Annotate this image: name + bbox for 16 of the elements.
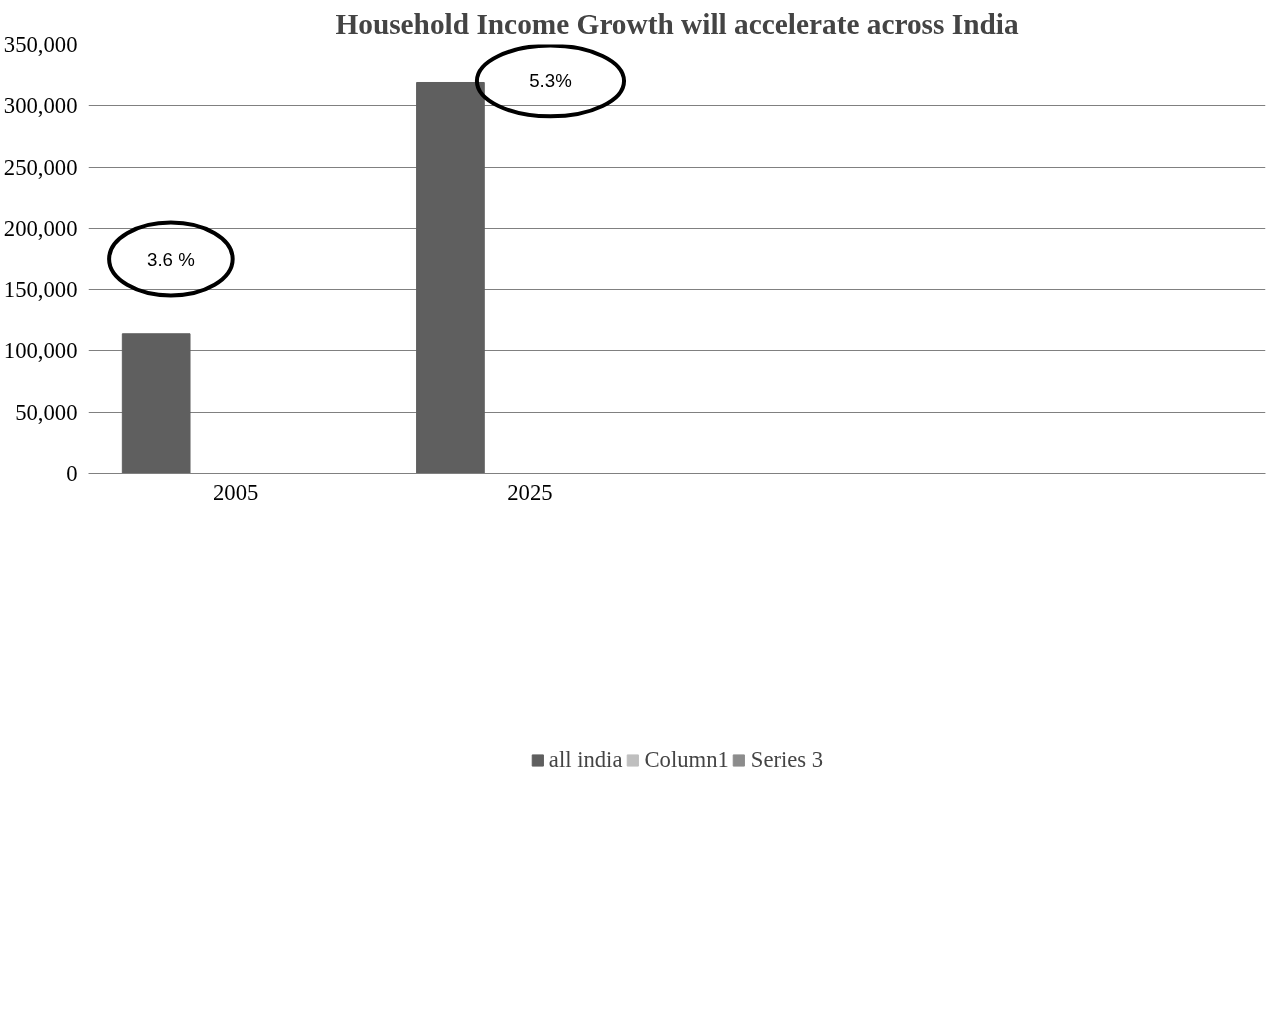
annotation: 5.3% — [529, 70, 572, 92]
chart-title: Household Income Growth will accelerate across India — [335, 7, 1019, 40]
x-tick-label: 2005 — [212, 479, 259, 505]
y-tick-label: 150,000 — [3, 277, 78, 303]
annotation: 3.6 % — [147, 248, 195, 270]
legend-label: Column1 — [644, 747, 729, 773]
legend-label: all india — [548, 747, 623, 773]
y-tick-label: 50,000 — [15, 399, 78, 425]
y-tick-label: 200,000 — [3, 215, 78, 241]
y-tick-label: 0 — [66, 461, 78, 486]
y-tick-label: 300,000 — [3, 93, 78, 119]
legend-label: Series 3 — [750, 747, 824, 773]
y-tick-label: 250,000 — [3, 154, 78, 180]
y-tick-label: 100,000 — [3, 338, 78, 364]
y-tick-label: 350,000 — [3, 32, 78, 57]
x-tick-label: 2025 — [507, 479, 553, 505]
